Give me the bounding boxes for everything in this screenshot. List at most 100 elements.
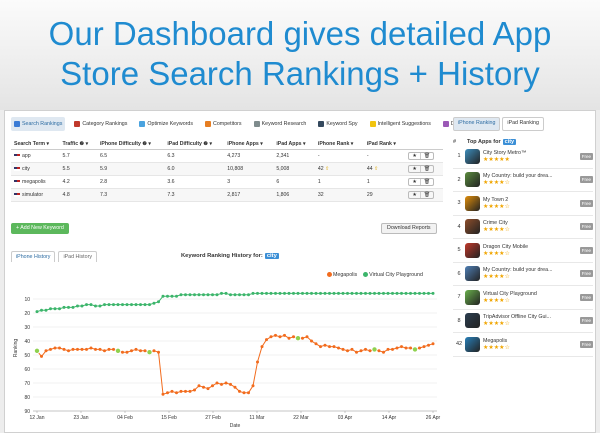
column-header[interactable]: iPhone Rank ▾ bbox=[314, 139, 364, 150]
tab-label: Optimize Keywords bbox=[147, 121, 194, 127]
cell-value: 6 bbox=[276, 179, 280, 185]
data-point bbox=[427, 291, 430, 295]
trash-button[interactable]: 🗑 bbox=[423, 192, 431, 198]
tab-optimize-keywords[interactable]: Optimize Keywords bbox=[136, 117, 196, 131]
column-header[interactable]: iPad Difficulty ❷ ▾ bbox=[164, 139, 225, 150]
data-point bbox=[193, 293, 196, 297]
data-point bbox=[179, 293, 183, 297]
y-tick-label: 60 bbox=[24, 367, 30, 373]
tab-keyword-research[interactable]: Keyword Research bbox=[251, 117, 310, 131]
actions-header bbox=[405, 139, 443, 150]
star-button[interactable]: ★ bbox=[409, 179, 421, 185]
bulb-icon bbox=[369, 121, 376, 127]
data-point bbox=[422, 345, 426, 349]
cell-value: megapolis bbox=[22, 179, 46, 185]
data-point bbox=[431, 291, 435, 295]
data-point bbox=[310, 339, 313, 343]
trash-button[interactable]: 🗑 bbox=[423, 153, 431, 159]
star-button[interactable]: ★ bbox=[409, 153, 421, 159]
tab-competitors[interactable]: Competitors bbox=[202, 117, 245, 131]
cell-value: 2,341 bbox=[276, 153, 290, 159]
cell-term[interactable]: megapolis bbox=[11, 175, 60, 189]
trash-button[interactable]: 🗑 bbox=[423, 166, 431, 172]
data-point bbox=[112, 347, 115, 351]
tab-keyword-spy[interactable]: Keyword Spy bbox=[315, 117, 360, 131]
data-point bbox=[116, 303, 120, 307]
highlighted-data-point bbox=[33, 347, 40, 354]
data-point bbox=[391, 291, 394, 295]
top-app-row[interactable]: 5 Dragon City Mobile ★★★★☆ Free bbox=[453, 239, 593, 263]
top-app-row[interactable]: 6 My Country: build your drea... ★★★★☆ Free bbox=[453, 263, 593, 286]
top-app-row[interactable]: 7 Virtual City Playground ★★★★☆ Free bbox=[453, 286, 593, 310]
tab-category-rankings[interactable]: Category Rankings bbox=[71, 117, 130, 131]
data-point bbox=[188, 389, 192, 393]
data-point bbox=[215, 381, 219, 385]
app-rank: 1 bbox=[457, 153, 461, 160]
top-app-row[interactable]: 42 Megapolis ★★★★☆ Free bbox=[453, 333, 593, 357]
tab-ipad-ranking[interactable]: iPad Ranking bbox=[502, 117, 544, 131]
column-header[interactable]: iPad Rank ▾ bbox=[363, 139, 406, 150]
star-button[interactable]: ★ bbox=[409, 192, 421, 198]
data-point bbox=[103, 303, 106, 307]
data-point bbox=[184, 389, 187, 393]
app-icon bbox=[465, 172, 480, 188]
top-app-row[interactable]: 1 City Story Metro™ ★★★★★ Free bbox=[453, 145, 593, 169]
cell-term[interactable]: app bbox=[11, 149, 60, 163]
data-point bbox=[265, 291, 268, 295]
top-app-row[interactable]: 2 My Country: build your drea... ★★★★☆ Free bbox=[453, 169, 593, 192]
app-icon bbox=[465, 289, 480, 305]
tab-label: Category Rankings bbox=[82, 121, 128, 127]
cell-value: app bbox=[22, 153, 31, 159]
tab-iphone-history[interactable]: iPhone History bbox=[11, 251, 56, 262]
cell-value: simulator bbox=[22, 192, 44, 198]
data-point bbox=[377, 349, 381, 353]
chart-icon bbox=[14, 121, 20, 127]
top-app-row[interactable]: 3 My Town 2 ★★★★☆ Free bbox=[453, 192, 593, 216]
star-button[interactable]: ★ bbox=[409, 166, 421, 172]
cell-traffic: 5.7 bbox=[59, 149, 97, 163]
legend-item[interactable]: Virtual City Playground bbox=[363, 272, 423, 278]
data-point bbox=[427, 343, 430, 347]
cell-traffic: 4.2 bbox=[59, 175, 97, 189]
trash-button[interactable]: 🗑 bbox=[423, 179, 431, 185]
cell-iphone-apps: 10,808 bbox=[224, 162, 274, 176]
tab-iphone-ranking[interactable]: iPhone Ranking bbox=[453, 117, 501, 131]
data-point bbox=[386, 347, 390, 351]
cell-value: 1 bbox=[366, 179, 370, 185]
legend-item[interactable]: Megapolis bbox=[327, 272, 357, 278]
main-tabs: Search Rankings Category Rankings Optimize… bbox=[11, 117, 480, 131]
data-point bbox=[130, 349, 133, 353]
download-reports-button[interactable]: Download Reports bbox=[381, 223, 437, 234]
cell-term[interactable]: city bbox=[11, 162, 60, 176]
column-header[interactable]: iPad Apps ▾ bbox=[273, 139, 315, 150]
key-icon bbox=[253, 121, 260, 127]
top-app-row[interactable]: 8 TripAdvisor Offline City Gui... ★★★★☆ Fre… bbox=[453, 310, 593, 333]
x-tick-label: 15 Feb bbox=[161, 415, 177, 421]
column-header[interactable]: iPhone Difficulty ❷ ▾ bbox=[96, 139, 165, 150]
add-keyword-button[interactable]: + Add New Keyword bbox=[11, 223, 69, 234]
tab-ipad-history[interactable]: iPad History bbox=[58, 251, 98, 262]
app-rating-stars: ★★★★☆ bbox=[483, 321, 510, 328]
price-badge: Free bbox=[579, 199, 593, 207]
data-point bbox=[103, 349, 106, 353]
data-point bbox=[346, 349, 349, 353]
data-point bbox=[310, 291, 313, 295]
x-tick-label: 04 Feb bbox=[117, 415, 133, 421]
table-row: simulator 4.8 7.3 7.3 2,817 1,806 32 29 ★ 🗑 bbox=[11, 188, 443, 202]
app-info: My Town 2 ★★★★☆ bbox=[483, 197, 580, 210]
column-header[interactable]: Traffic ❷ ▾ bbox=[59, 139, 97, 150]
cell-term[interactable]: simulator bbox=[11, 188, 60, 202]
x-tick-label: 26 Apr bbox=[426, 415, 441, 421]
column-header[interactable]: Search Term ▾ bbox=[11, 139, 60, 150]
column-header[interactable]: iPhone Apps ▾ bbox=[224, 139, 274, 150]
tab-intelligent-suggestions[interactable]: Intelligent Suggestions bbox=[367, 117, 434, 131]
top-app-row[interactable]: 4 Crime City ★★★★☆ Free bbox=[453, 216, 593, 239]
data-point bbox=[166, 391, 169, 395]
legend-label: Megapolis bbox=[333, 272, 358, 278]
cell-iphone-rank: - bbox=[314, 149, 364, 163]
tab-search-rankings[interactable]: Search Rankings bbox=[11, 117, 66, 131]
data-point bbox=[422, 291, 426, 295]
data-point bbox=[67, 305, 70, 309]
data-point bbox=[40, 308, 43, 312]
price-badge: Free bbox=[579, 340, 593, 348]
